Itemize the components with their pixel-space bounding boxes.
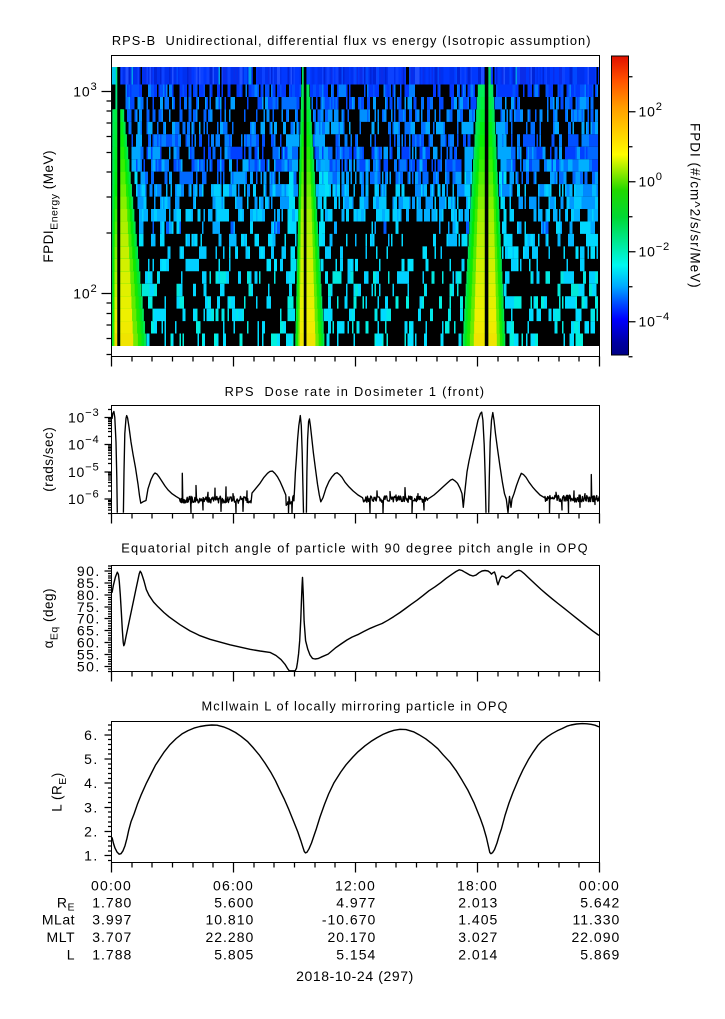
svg-text:55.: 55.: [77, 647, 101, 663]
svg-text:(rads/sec): (rads/sec): [41, 427, 56, 492]
svg-text:85.: 85.: [77, 575, 101, 591]
svg-text:3.027: 3.027: [458, 929, 498, 945]
svg-text:00:00: 00:00: [91, 878, 132, 894]
svg-text:50.: 50.: [77, 659, 101, 675]
svg-text:4.977: 4.977: [336, 894, 376, 910]
svg-text:90.: 90.: [77, 563, 101, 579]
svg-text:2.: 2.: [84, 824, 99, 840]
svg-text:6.: 6.: [84, 727, 99, 743]
svg-text:3.: 3.: [84, 799, 99, 815]
svg-text:L: L: [67, 947, 75, 963]
svg-text:5.642: 5.642: [580, 894, 620, 910]
svg-text:1.: 1.: [84, 848, 99, 864]
svg-text:3.707: 3.707: [92, 929, 132, 945]
svg-text:20.170: 20.170: [327, 929, 376, 945]
svg-text:22.090: 22.090: [571, 929, 620, 945]
svg-text:5.: 5.: [84, 751, 99, 767]
svg-text:FPDIEnergy (MeV): FPDIEnergy (MeV): [41, 150, 61, 263]
svg-text:Equatorial pitch angle of part: Equatorial pitch angle of particle with …: [121, 541, 589, 556]
svg-text:10.810: 10.810: [205, 912, 254, 928]
svg-text:1.780: 1.780: [92, 894, 132, 910]
svg-text:5.600: 5.600: [214, 894, 254, 910]
svg-text:1.405: 1.405: [458, 912, 498, 928]
svg-text:70.: 70.: [77, 611, 101, 627]
svg-text:75.: 75.: [77, 599, 101, 615]
svg-text:5.154: 5.154: [336, 947, 376, 963]
svg-text:-10.670: -10.670: [322, 912, 376, 928]
svg-text:22.280: 22.280: [205, 929, 254, 945]
svg-text:2.013: 2.013: [458, 894, 498, 910]
svg-text:06:00: 06:00: [213, 878, 254, 894]
svg-text:McIlwain L of locally mirrorin: McIlwain L of locally mirroring particle…: [201, 699, 508, 714]
svg-text:2.014: 2.014: [458, 947, 498, 963]
svg-text:5.869: 5.869: [580, 947, 620, 963]
svg-text:MLat: MLat: [42, 912, 75, 928]
svg-text:80.: 80.: [77, 587, 101, 603]
svg-text:5.805: 5.805: [214, 947, 254, 963]
svg-text:12:00: 12:00: [335, 878, 376, 894]
svg-text:RPS Dose rate in Dosimeter 1: RPS Dose rate in Dosimeter 1 (front): [225, 384, 486, 399]
svg-text:11.330: 11.330: [573, 912, 621, 928]
svg-text:10−2: 10−2: [639, 241, 671, 260]
svg-text:3.997: 3.997: [92, 912, 132, 928]
svg-text:1.788: 1.788: [92, 947, 132, 963]
svg-text:4.: 4.: [84, 775, 99, 791]
svg-text:MLT: MLT: [47, 929, 75, 945]
svg-text:2018-10-24 (297): 2018-10-24 (297): [296, 968, 414, 984]
svg-text:65.: 65.: [77, 623, 101, 639]
svg-text:60.: 60.: [77, 635, 101, 651]
svg-text:18:00: 18:00: [457, 878, 498, 894]
svg-text:00:00: 00:00: [579, 878, 620, 894]
svg-text:RPS-B Unidirectional, differe: RPS-B Unidirectional, differential flux …: [112, 33, 592, 48]
svg-text:FPDI (#/cm^2/s/sr/MeV): FPDI (#/cm^2/s/sr/MeV): [688, 123, 703, 289]
